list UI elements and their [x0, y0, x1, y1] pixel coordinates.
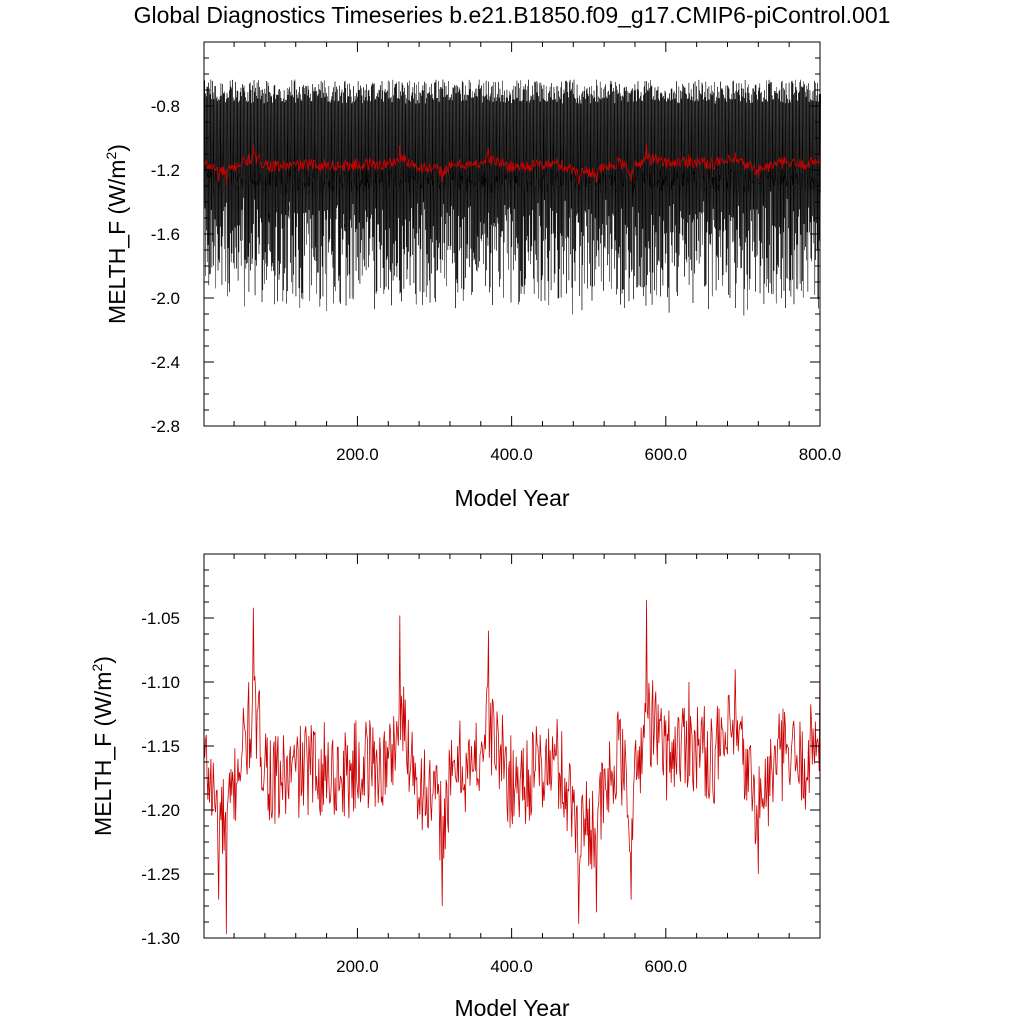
- y-tick-label: -1.20: [141, 801, 180, 820]
- x-tick-label: 800.0: [799, 445, 842, 464]
- top-y-axis-title: MELTH_F (W/m2): [103, 144, 130, 324]
- x-tick-label: 400.0: [490, 957, 533, 976]
- annual-mean-series-line: [203, 600, 821, 935]
- bottom-panel: 200.0 400.0 600.0 -1.30 -1.25 -1.20 -1.15 -1.10…: [89, 553, 821, 1021]
- x-tick-label: 400.0: [490, 445, 533, 464]
- page-title: Global Diagnostics Timeseries b.e21.B185…: [133, 2, 891, 28]
- annual-mean-overlay-line: [203, 143, 821, 186]
- y-tick-label: -1.10: [141, 673, 180, 692]
- top-panel: 200.0 400.0 600.0 800.0 -2.8 -2.4 -2.0 -1.6 -1.2…: [103, 41, 842, 511]
- y-tick-label: -1.15: [141, 737, 180, 756]
- y-tick-label: -1.6: [151, 225, 180, 244]
- x-tick-label: 200.0: [336, 957, 379, 976]
- x-tick-label: 200.0: [336, 445, 379, 464]
- monthly-series-line: [203, 79, 821, 316]
- y-tick-label: -1.05: [141, 609, 180, 628]
- y-tick-label: -1.25: [141, 865, 180, 884]
- top-axis-ticks: 200.0 400.0 600.0 800.0 -2.8 -2.4 -2.0 -1.6 -1.2…: [151, 42, 842, 464]
- bottom-x-axis-title: Model Year: [454, 995, 569, 1021]
- y-tick-label: -2.4: [151, 353, 180, 372]
- y-tick-label: -1.2: [151, 161, 180, 180]
- top-x-axis-title: Model Year: [454, 485, 569, 511]
- y-tick-label: -1.30: [141, 929, 180, 948]
- y-tick-label: -2.0: [151, 289, 180, 308]
- x-tick-label: 600.0: [645, 445, 688, 464]
- bottom-y-axis-title: MELTH_F (W/m2): [89, 656, 116, 836]
- bottom-axis-ticks: 200.0 400.0 600.0 -1.30 -1.25 -1.20 -1.15 -1.10…: [141, 554, 820, 976]
- bottom-plot-marks: [203, 600, 821, 935]
- top-plot-marks: [203, 79, 821, 316]
- x-tick-label: 600.0: [645, 957, 688, 976]
- y-tick-label: -0.8: [151, 97, 180, 116]
- y-tick-label: -2.8: [151, 417, 180, 436]
